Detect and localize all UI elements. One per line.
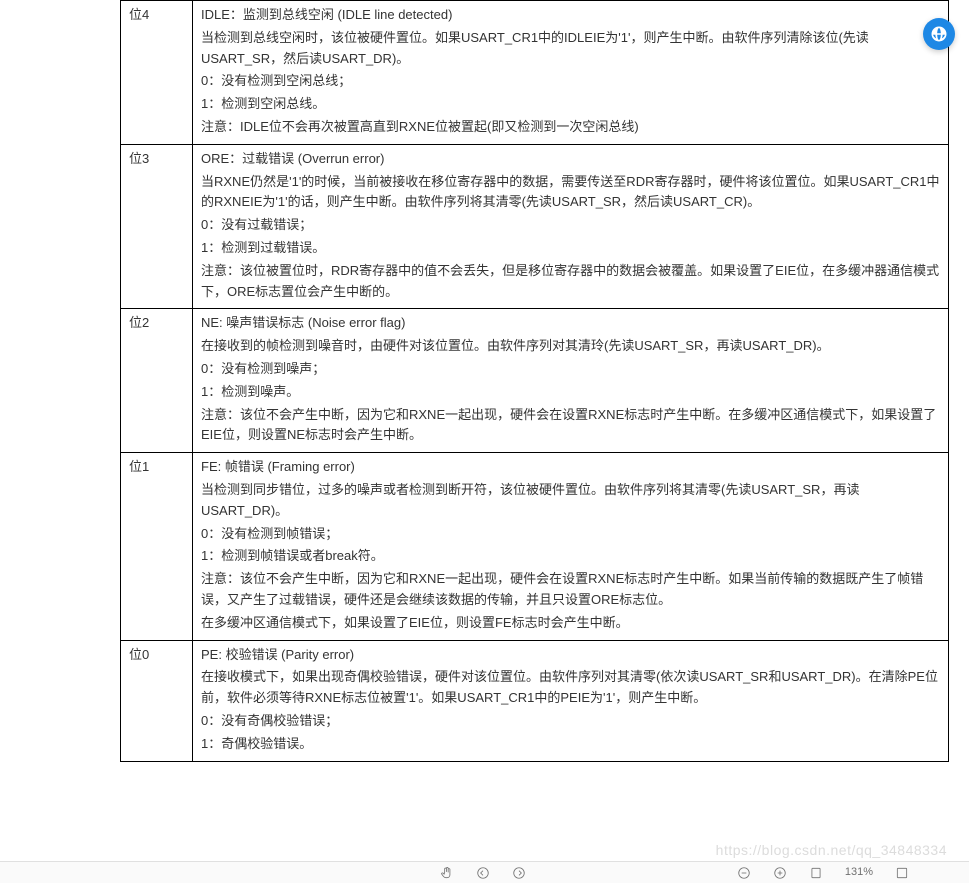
bit-paragraph: 注意：该位不会产生中断，因为它和RXNE一起出现，硬件会在设置RXNE标志时产生… [201, 405, 940, 447]
bit-description-cell: IDLE：监测到总线空闲 (IDLE line detected)当检测到总线空… [193, 1, 949, 145]
bit-paragraph: 注意：该位被置位时，RDR寄存器中的值不会丢失，但是移位寄存器中的数据会被覆盖。… [201, 261, 940, 303]
bit-paragraph: 1：检测到过载错误。 [201, 238, 940, 259]
zoom-in-icon[interactable] [773, 866, 787, 880]
register-bits-table: 位4 IDLE：监测到总线空闲 (IDLE line detected)当检测到总… [120, 0, 949, 762]
watermark-text: https://blog.csdn.net/qq_34848334 [716, 839, 947, 861]
next-page-icon[interactable] [512, 866, 526, 880]
table-row: 位4 IDLE：监测到总线空闲 (IDLE line detected)当检测到总… [121, 1, 949, 145]
bit-label-cell: 位4 [121, 1, 193, 145]
bit-label-cell: 位1 [121, 453, 193, 640]
bit-label-cell: 位2 [121, 309, 193, 453]
bit-description-cell: PE: 校验错误 (Parity error)在接收模式下，如果出现奇偶校验错误… [193, 640, 949, 761]
bit-paragraph: 注意：IDLE位不会再次被置高直到RXNE位被置起(即又检测到一次空闲总线) [201, 117, 940, 138]
bit-paragraph: 在接收到的帧检测到噪音时，由硬件对该位置位。由软件序列对其清玲(先读USART_… [201, 336, 940, 357]
table-row: 位1 FE: 帧错误 (Framing error)当检测到同步错位，过多的噪声或… [121, 453, 949, 640]
bit-paragraph: 0：没有过载错误； [201, 215, 940, 236]
bit-paragraph: 0：没有奇偶校验错误； [201, 711, 940, 732]
bit-label: 位1 [129, 459, 149, 474]
bit-paragraph: 当检测到同步错位，过多的噪声或者检测到断开符，该位被硬件置位。由软件序列将其清零… [201, 480, 940, 522]
bit-paragraph: 当RXNE仍然是'1'的时候，当前被接收在移位寄存器中的数据，需要传送至RDR寄… [201, 172, 940, 214]
fullscreen-icon[interactable] [895, 866, 909, 880]
bit-title: ORE：过载错误 (Overrun error) [201, 149, 940, 170]
bit-description-cell: FE: 帧错误 (Framing error)当检测到同步错位，过多的噪声或者检… [193, 453, 949, 640]
bit-label: 位3 [129, 151, 149, 166]
bit-label-cell: 位3 [121, 144, 193, 309]
bit-paragraph: 0：没有检测到帧错误； [201, 524, 940, 545]
bit-paragraph: 0：没有检测到噪声； [201, 359, 940, 380]
pdf-bottom-toolbar: 131% [0, 861, 969, 883]
bit-title: NE: 噪声错误标志 (Noise error flag) [201, 313, 940, 334]
bit-label: 位2 [129, 315, 149, 330]
translate-icon [930, 25, 948, 43]
hand-tool-icon[interactable] [440, 866, 454, 880]
zoom-level-label: 131% [845, 864, 873, 882]
bit-description-cell: NE: 噪声错误标志 (Noise error flag)在接收到的帧检测到噪音… [193, 309, 949, 453]
bit-title: FE: 帧错误 (Framing error) [201, 457, 940, 478]
translate-float-button[interactable] [923, 18, 955, 50]
bit-paragraph: 注意：该位不会产生中断，因为它和RXNE一起出现，硬件会在设置RXNE标志时产生… [201, 569, 940, 611]
prev-page-icon[interactable] [476, 866, 490, 880]
bit-paragraph: 1：检测到帧错误或者break符。 [201, 546, 940, 567]
bit-paragraph: 1：检测到噪声。 [201, 382, 940, 403]
bit-paragraph: 在接收模式下，如果出现奇偶校验错误，硬件对该位置位。由软件序列对其清零(依次读U… [201, 667, 940, 709]
bit-title: IDLE：监测到总线空闲 (IDLE line detected) [201, 5, 940, 26]
zoom-out-icon[interactable] [737, 866, 751, 880]
bit-paragraph: 在多缓冲区通信模式下，如果设置了EIE位，则设置FE标志时会产生中断。 [201, 613, 940, 634]
bit-paragraph: 0：没有检测到空闲总线； [201, 71, 940, 92]
bit-paragraph: 1：检测到空闲总线。 [201, 94, 940, 115]
table-row: 位0 PE: 校验错误 (Parity error)在接收模式下，如果出现奇偶校验… [121, 640, 949, 761]
bit-label: 位0 [129, 647, 149, 662]
fit-page-icon[interactable] [809, 866, 823, 880]
table-row: 位2 NE: 噪声错误标志 (Noise error flag)在接收到的帧检测到… [121, 309, 949, 453]
bit-paragraph: 当检测到总线空闲时，该位被硬件置位。如果USART_CR1中的IDLEIE为'1… [201, 28, 940, 70]
bit-label: 位4 [129, 7, 149, 22]
bit-title: PE: 校验错误 (Parity error) [201, 645, 940, 666]
table-row: 位3 ORE：过载错误 (Overrun error)当RXNE仍然是'1'的时候… [121, 144, 949, 309]
bit-paragraph: 1：奇偶校验错误。 [201, 734, 940, 755]
bit-description-cell: ORE：过载错误 (Overrun error)当RXNE仍然是'1'的时候，当… [193, 144, 949, 309]
bit-label-cell: 位0 [121, 640, 193, 761]
